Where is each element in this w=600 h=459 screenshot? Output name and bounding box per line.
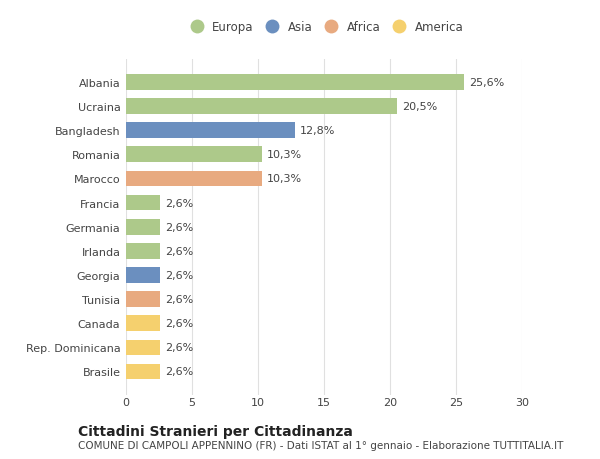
Bar xyxy=(126,364,160,380)
Bar xyxy=(126,219,160,235)
Text: 2,6%: 2,6% xyxy=(166,319,194,329)
Bar xyxy=(126,123,295,139)
Text: 2,6%: 2,6% xyxy=(166,198,194,208)
Text: COMUNE DI CAMPOLI APPENNINO (FR) - Dati ISTAT al 1° gennaio - Elaborazione TUTTI: COMUNE DI CAMPOLI APPENNINO (FR) - Dati … xyxy=(78,440,563,450)
Text: 25,6%: 25,6% xyxy=(469,78,505,88)
Bar xyxy=(126,340,160,355)
Bar xyxy=(126,147,262,163)
Bar xyxy=(126,195,160,211)
Text: 20,5%: 20,5% xyxy=(402,102,437,112)
Bar xyxy=(126,75,464,90)
Text: 2,6%: 2,6% xyxy=(166,270,194,280)
Text: Cittadini Stranieri per Cittadinanza: Cittadini Stranieri per Cittadinanza xyxy=(78,425,353,438)
Bar xyxy=(126,291,160,307)
Text: 2,6%: 2,6% xyxy=(166,367,194,377)
Text: 2,6%: 2,6% xyxy=(166,246,194,256)
Bar xyxy=(126,171,262,187)
Text: 12,8%: 12,8% xyxy=(300,126,335,136)
Text: 10,3%: 10,3% xyxy=(267,150,302,160)
Bar xyxy=(126,268,160,283)
Bar xyxy=(126,99,397,115)
Bar xyxy=(126,243,160,259)
Text: 2,6%: 2,6% xyxy=(166,222,194,232)
Text: 2,6%: 2,6% xyxy=(166,342,194,353)
Text: 2,6%: 2,6% xyxy=(166,295,194,304)
Bar xyxy=(126,316,160,331)
Text: 10,3%: 10,3% xyxy=(267,174,302,184)
Legend: Europa, Asia, Africa, America: Europa, Asia, Africa, America xyxy=(182,19,466,36)
